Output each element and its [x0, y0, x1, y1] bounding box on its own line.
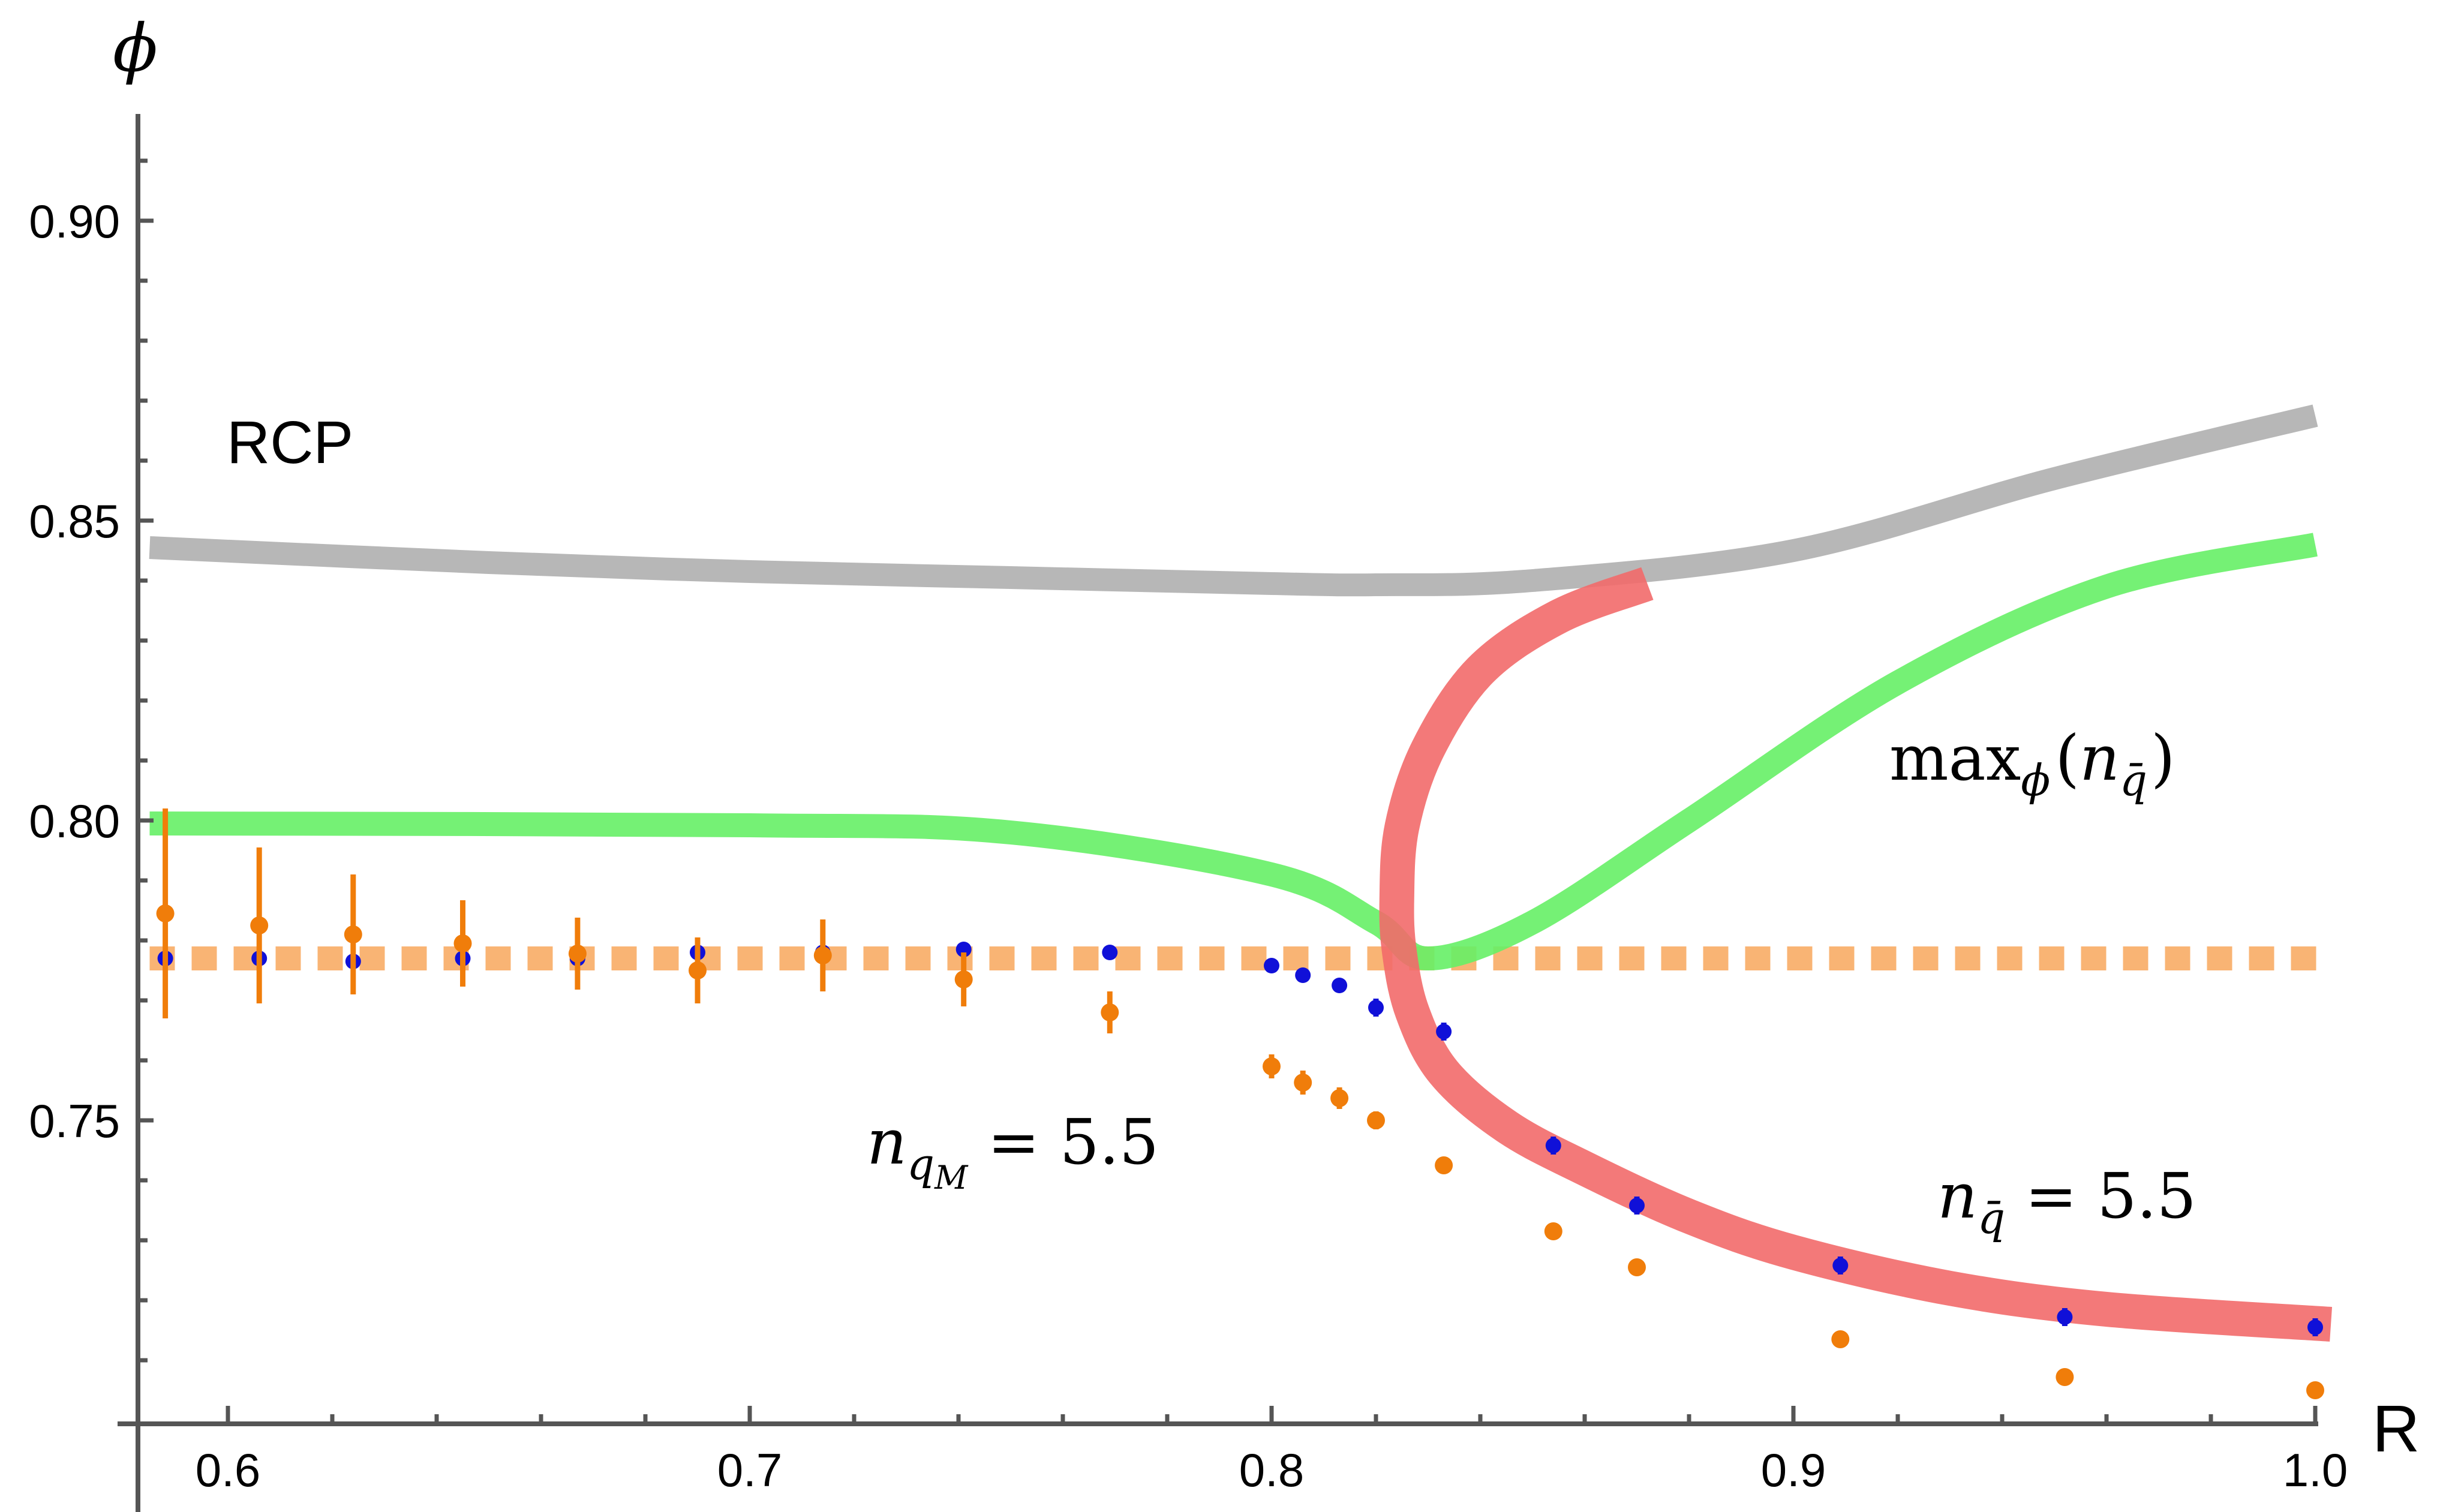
orange-point-15 — [1628, 1258, 1646, 1276]
orange-point-16 — [1831, 1330, 1850, 1348]
max-phi-label-prefix: max — [1889, 722, 2021, 795]
y-ticks: 0.75 0.80 0.85 0.90 — [29, 158, 154, 1363]
orange-point-9 — [1263, 1057, 1281, 1075]
n-qbar-label-rest: = 5.5 — [2005, 1159, 2196, 1233]
orange-point-1 — [250, 916, 269, 934]
orange-point-4 — [568, 945, 587, 963]
blue-point-7 — [955, 942, 972, 957]
max-phi-label-close: ) — [2151, 722, 2175, 795]
x-tick-label-0.7: 0.7 — [717, 1444, 782, 1496]
y-axis-title: ϕ — [113, 10, 158, 86]
orange-point-11 — [1330, 1089, 1349, 1107]
x-axis-title: R — [2372, 1392, 2420, 1466]
blue-point-15 — [1629, 1198, 1645, 1213]
x-tick-label-1.0: 1.0 — [2283, 1444, 2348, 1496]
n-qm-label-rest: = 5.5 — [967, 1105, 1159, 1179]
orange-point-10 — [1294, 1074, 1312, 1092]
blue-point-18 — [2307, 1319, 2323, 1335]
n-qbar-label-sub: q̄ — [1978, 1193, 2005, 1243]
orange-point-7 — [954, 970, 973, 988]
orange-point-18 — [2306, 1381, 2324, 1399]
n-qm-label-var: n — [867, 1105, 907, 1179]
n-qm-label-sub: q — [907, 1139, 934, 1189]
n-qbar-label-var: n — [1937, 1159, 1978, 1233]
orange-point-8 — [1101, 1003, 1119, 1021]
max-phi-label-sub: ϕ — [2021, 755, 2050, 805]
blue-point-12 — [1368, 1000, 1384, 1015]
max-phi-label-var: n — [2080, 722, 2120, 795]
blue-point-16 — [1832, 1258, 1849, 1273]
y-tick-label-0.90: 0.90 — [29, 195, 120, 248]
orange-point-2 — [344, 925, 362, 943]
n-qm-label: nqM = 5.5 — [867, 1105, 1159, 1197]
orange-point-3 — [453, 934, 472, 952]
orange-point-12 — [1367, 1111, 1385, 1129]
series-n-qbar-line — [1379, 567, 2333, 1342]
series-rcp-line — [149, 404, 2318, 597]
orange-point-17 — [2056, 1368, 2074, 1386]
x-tick-label-0.6: 0.6 — [196, 1444, 260, 1496]
blue-point-14 — [1545, 1138, 1561, 1153]
y-tick-label-0.85: 0.85 — [29, 495, 120, 548]
n-qbar-label: nq̄ = 5.5 — [1937, 1159, 2196, 1243]
orange-point-13 — [1435, 1156, 1453, 1174]
rcp-label: RCP — [227, 409, 353, 476]
x-tick-label-0.9: 0.9 — [1761, 1444, 1826, 1496]
orange-point-5 — [689, 961, 707, 979]
data-points-layer — [156, 808, 2324, 1399]
blue-point-8 — [1102, 945, 1118, 960]
blue-point-11 — [1332, 978, 1348, 993]
max-phi-label-open: ( — [2055, 722, 2080, 795]
orange-point-0 — [156, 904, 175, 922]
y-tick-label-0.80: 0.80 — [29, 795, 120, 847]
y-tick-label-0.75: 0.75 — [29, 1095, 120, 1147]
blue-point-9 — [1264, 958, 1279, 973]
blue-point-17 — [2057, 1309, 2073, 1325]
series-layer — [149, 404, 2333, 1342]
orange-point-6 — [813, 946, 832, 964]
axes: 0.75 0.80 0.85 0.90 0.6 0.7 0.8 0.9 1.0 — [29, 114, 2348, 1512]
max-phi-label-var-sub: q̄ — [2120, 755, 2147, 805]
x-ticks: 0.6 0.7 0.8 0.9 1.0 — [196, 1406, 2348, 1496]
blue-point-13 — [1436, 1024, 1452, 1039]
n-qm-label-subsub: M — [934, 1159, 969, 1197]
max-phi-label: maxϕ(nq̄) — [1889, 722, 2175, 805]
x-tick-label-0.8: 0.8 — [1239, 1444, 1304, 1496]
blue-point-10 — [1295, 967, 1311, 983]
orange-point-14 — [1544, 1222, 1562, 1240]
